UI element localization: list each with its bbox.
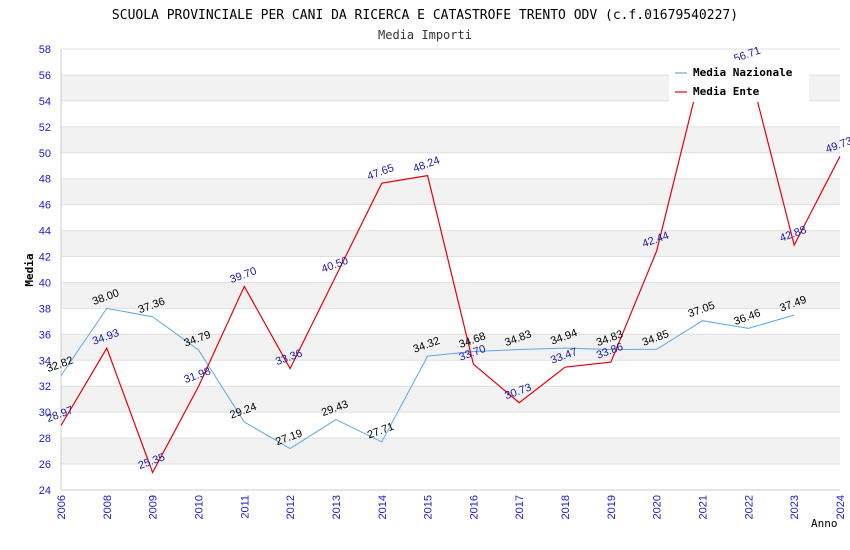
y-tick-label: 30 (39, 407, 51, 419)
x-tick-label: 2021 (698, 495, 710, 519)
chart-subtitle: Media Importi (378, 28, 472, 42)
y-tick-label: 24 (39, 485, 51, 497)
legend-label-ente: Media Ente (693, 85, 760, 98)
x-tick-label: 2013 (331, 495, 343, 519)
y-tick-label: 32 (39, 381, 51, 393)
y-axis-label: Media (23, 253, 36, 286)
y-tick-label: 34 (39, 355, 51, 367)
x-tick-label: 2010 (193, 495, 205, 519)
data-label: 36.46 (732, 307, 762, 328)
x-tick-label: 2024 (835, 495, 847, 519)
legend: Media Nazionale Media Ente (669, 60, 809, 102)
x-tick-label: 2009 (148, 495, 160, 519)
grid-band (61, 438, 840, 465)
series-line-nazionale (60, 307, 795, 450)
x-tick-label: 2022 (743, 495, 755, 519)
y-tick-label: 46 (39, 200, 51, 212)
y-tick-label: 36 (39, 329, 51, 341)
x-tick-labels: 2006 2008 2009 2010 2011 2012 2013 2014 2015 2016… (56, 495, 847, 519)
x-tick-label: 2017 (514, 495, 526, 519)
x-tick-label: 2006 (56, 495, 68, 519)
x-tick-label: 2011 (239, 495, 251, 519)
y-tick-label: 54 (39, 96, 51, 108)
x-tick-label: 2018 (560, 495, 572, 519)
y-tick-label: 26 (39, 459, 51, 471)
x-tick-label: 2014 (377, 495, 389, 519)
grid-bands (61, 74, 840, 465)
x-tick-label: 2008 (102, 495, 114, 519)
grid-band (61, 126, 840, 153)
y-tick-label: 52 (39, 122, 51, 134)
grid-band (61, 386, 840, 413)
y-tick-label: 44 (39, 226, 51, 238)
x-tick-label: 2016 (468, 495, 480, 519)
x-tick-label: 2012 (285, 495, 297, 519)
grid-band (61, 334, 840, 361)
y-tick-label: 50 (39, 148, 51, 160)
y-tick-label: 28 (39, 433, 51, 445)
x-tick-label: 2015 (423, 495, 435, 519)
grid-band (61, 178, 840, 205)
y-tick-labels: 24 26 28 30 32 34 36 38 40 42 44 46 48 50 52 54 56 58 (39, 44, 51, 497)
y-tick-label: 38 (39, 303, 51, 315)
y-tick-label: 48 (39, 174, 51, 186)
data-label: 31.98 (182, 365, 212, 386)
y-tick-label: 40 (39, 277, 51, 289)
x-axis-label: Anno (811, 517, 838, 530)
y-tick-label: 56 (39, 70, 51, 82)
chart-title: SCUOLA PROVINCIALE PER CANI DA RICERCA E… (112, 8, 738, 23)
x-tick-label: 2019 (606, 495, 618, 519)
grid-band (61, 282, 840, 309)
x-tick-label: 2023 (789, 495, 801, 519)
y-tick-label: 42 (39, 252, 51, 264)
data-label: 48.24 (412, 154, 442, 175)
y-tick-label: 58 (39, 44, 51, 56)
grid-band (61, 230, 840, 257)
legend-box (669, 60, 809, 102)
legend-label-nazionale: Media Nazionale (693, 66, 793, 79)
data-label: 40.50 (320, 255, 350, 276)
x-tick-label: 2020 (652, 495, 664, 519)
